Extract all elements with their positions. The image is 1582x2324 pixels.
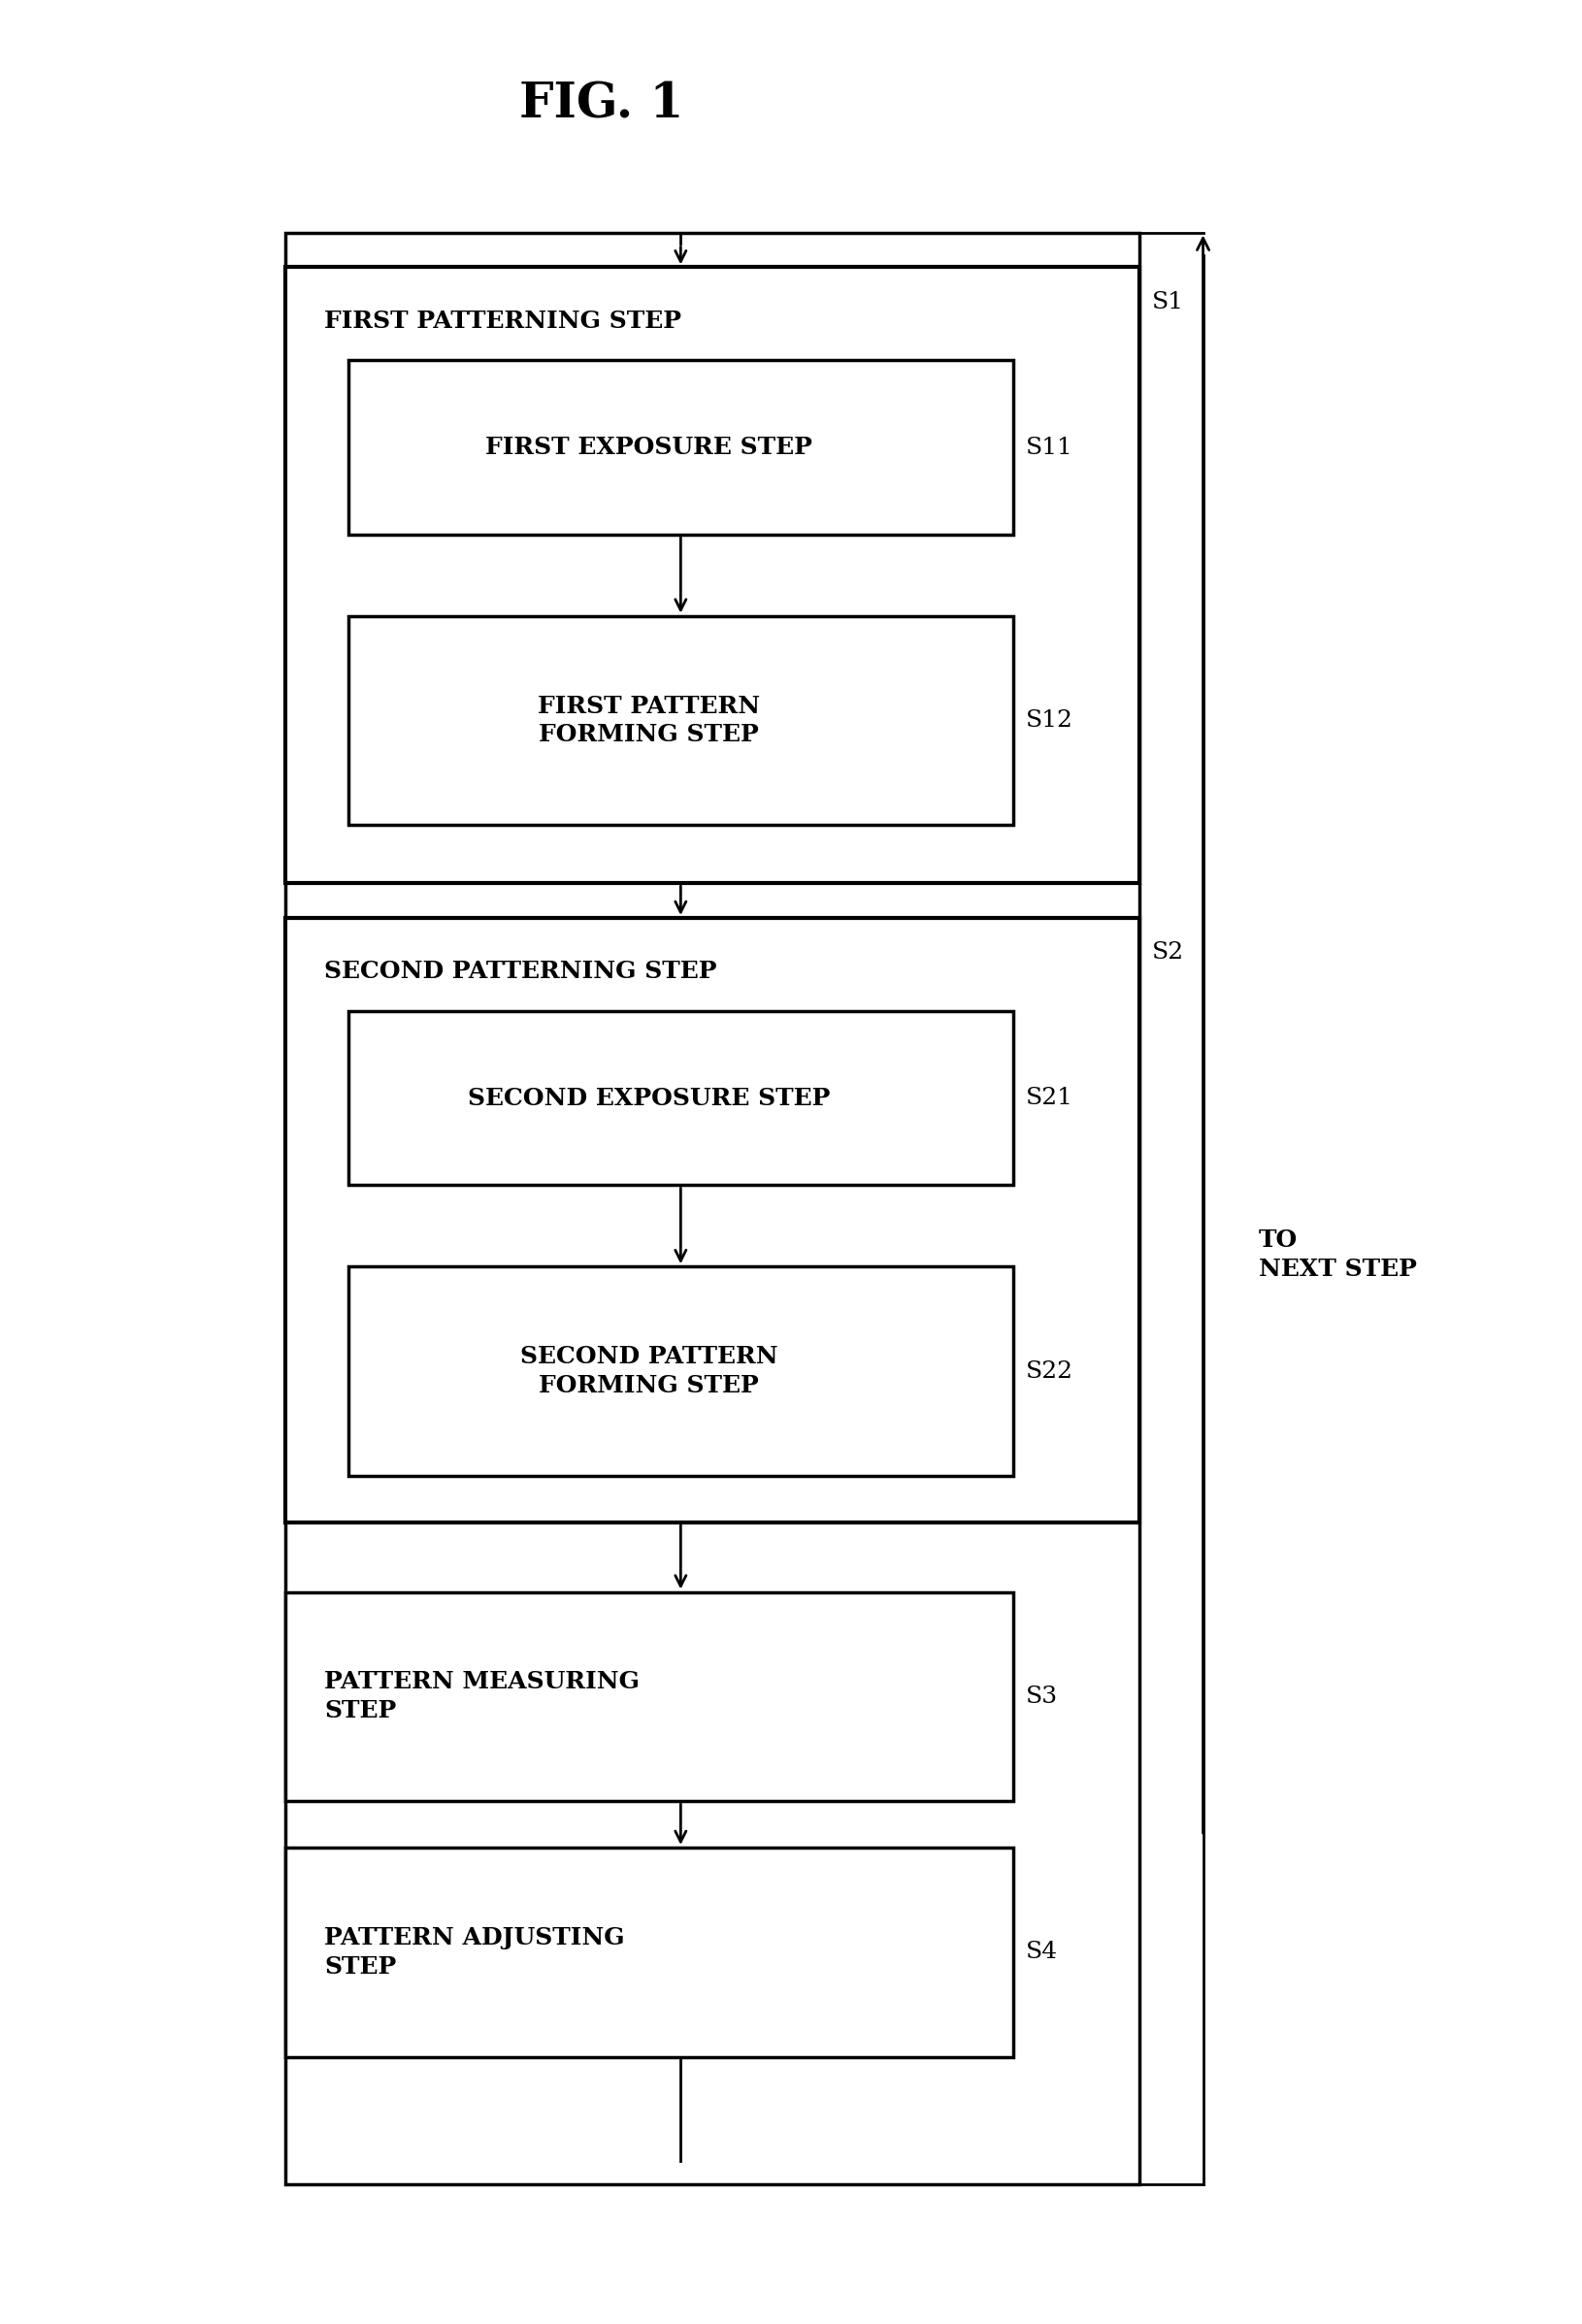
Text: FIRST PATTERNING STEP: FIRST PATTERNING STEP <box>324 309 682 332</box>
Bar <box>285 267 1139 883</box>
Bar <box>285 232 1139 2185</box>
Text: S2: S2 <box>1152 941 1183 964</box>
Text: S3: S3 <box>1025 1685 1057 1708</box>
Text: PATTERN MEASURING
STEP: PATTERN MEASURING STEP <box>324 1671 639 1722</box>
Text: PATTERN ADJUSTING
STEP: PATTERN ADJUSTING STEP <box>324 1927 625 1978</box>
Text: SECOND PATTERN
FORMING STEP: SECOND PATTERN FORMING STEP <box>520 1346 777 1397</box>
Text: SECOND EXPOSURE STEP: SECOND EXPOSURE STEP <box>468 1085 829 1111</box>
Bar <box>285 1592 1012 1801</box>
Bar <box>348 1011 1012 1185</box>
Text: S21: S21 <box>1025 1088 1073 1109</box>
Bar <box>348 360 1012 535</box>
Text: S22: S22 <box>1025 1360 1073 1383</box>
Text: TO
NEXT STEP: TO NEXT STEP <box>1258 1229 1416 1281</box>
Text: FIRST EXPOSURE STEP: FIRST EXPOSURE STEP <box>486 435 812 460</box>
Bar <box>348 616 1012 825</box>
Text: S1: S1 <box>1152 290 1183 314</box>
Bar <box>348 1267 1012 1476</box>
Text: FIG. 1: FIG. 1 <box>519 81 683 128</box>
Text: FIRST PATTERN
FORMING STEP: FIRST PATTERN FORMING STEP <box>538 695 759 746</box>
Bar <box>285 918 1139 1522</box>
Bar <box>285 1848 1012 2057</box>
Text: S12: S12 <box>1025 709 1073 732</box>
Text: S4: S4 <box>1025 1941 1057 1964</box>
Text: S11: S11 <box>1025 437 1073 458</box>
Text: SECOND PATTERNING STEP: SECOND PATTERNING STEP <box>324 960 717 983</box>
